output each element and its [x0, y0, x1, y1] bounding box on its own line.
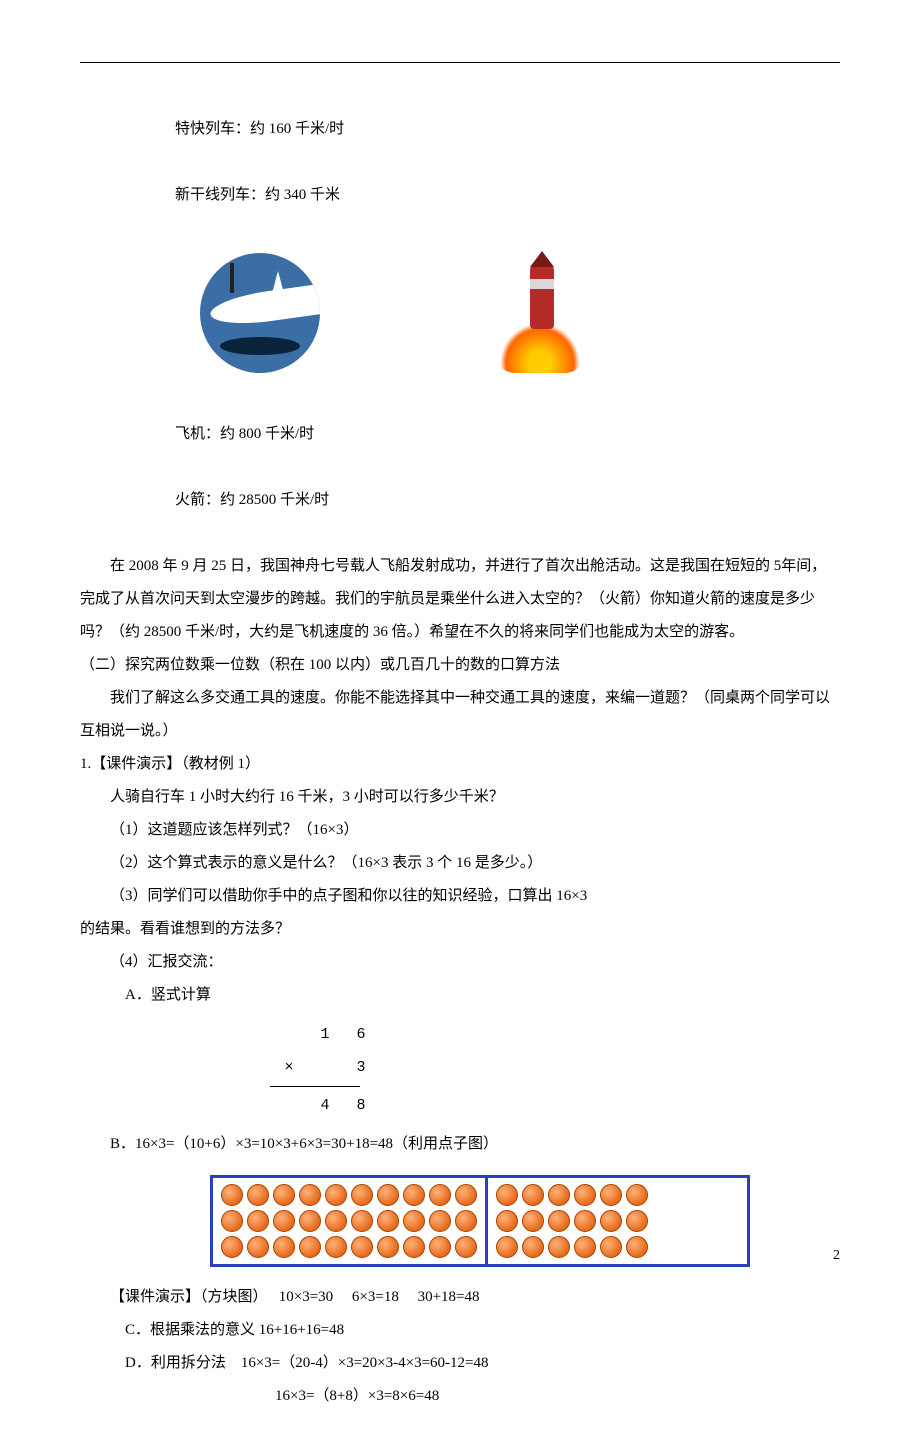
- vcell: 6: [352, 1018, 370, 1051]
- method-b: B．16×3=（10+6）×3=10×3+6×3=30+18=48（利用点子图）: [80, 1128, 840, 1161]
- dot: [221, 1236, 243, 1258]
- dot: [626, 1236, 648, 1258]
- dot-row: [496, 1210, 648, 1232]
- dot: [351, 1210, 373, 1232]
- dot-row: [221, 1210, 477, 1232]
- dot-row: [496, 1236, 648, 1258]
- dot: [247, 1236, 269, 1258]
- dot: [247, 1184, 269, 1206]
- dot: [273, 1236, 295, 1258]
- dot: [403, 1184, 425, 1206]
- dot: [574, 1210, 596, 1232]
- courseware-demo-line: 【课件演示】（方块图） 10×3=30 6×3=18 30+18=48: [80, 1281, 840, 1314]
- paragraph-edit-question: 我们了解这么多交通工具的速度。你能不能选择其中一种交通工具的速度，来编一道题？（…: [80, 682, 840, 748]
- method-a-label: A．竖式计算: [80, 979, 840, 1012]
- rocket-icon: [480, 253, 600, 373]
- dot: [455, 1236, 477, 1258]
- question-1: （1）这道题应该怎样列式？（16×3）: [80, 814, 840, 847]
- dot: [299, 1210, 321, 1232]
- vcell: 3: [352, 1051, 370, 1084]
- dot: [247, 1210, 269, 1232]
- method-d-line2: 16×3=（8+8）×3=8×6=48: [80, 1380, 840, 1413]
- dot: [325, 1210, 347, 1232]
- word-problem: 人骑自行车 1 小时大约行 16 千米，3 小时可以行多少千米？: [80, 781, 840, 814]
- dot: [496, 1236, 518, 1258]
- vcell: 8: [352, 1089, 370, 1122]
- rocket-label: 火箭：约 28500 千米/时: [175, 492, 329, 508]
- dot: [548, 1236, 570, 1258]
- dot: [455, 1210, 477, 1232]
- express-train-label: 特快列车：约 160 千米/时: [175, 121, 344, 137]
- vertical-rule: [270, 1086, 360, 1087]
- dot: [600, 1184, 622, 1206]
- dot-group-right: [488, 1178, 656, 1264]
- plane-label: 飞机：约 800 千米/时: [175, 426, 314, 442]
- question-3-cont: 的结果。看看谁想到的方法多？: [80, 913, 840, 946]
- dot: [496, 1210, 518, 1232]
- top-labels-row: 特快列车：约 160 千米/时 新干线列车：约 340 千米: [80, 80, 840, 245]
- dot-row: [496, 1184, 648, 1206]
- dot: [600, 1210, 622, 1232]
- dot: [600, 1236, 622, 1258]
- paragraph-shenzhou: 在 2008 年 9 月 25 日，我国神舟七号载人飞船发射成功，并进行了首次出…: [80, 550, 840, 649]
- vcell: [316, 1051, 334, 1084]
- dot: [548, 1184, 570, 1206]
- dot-array-diagram: [210, 1175, 750, 1267]
- dot: [325, 1184, 347, 1206]
- dot: [221, 1184, 243, 1206]
- vcell: [280, 1089, 298, 1122]
- dot: [429, 1236, 451, 1258]
- vcell: 1: [316, 1018, 334, 1051]
- vehicle-images-row: [80, 253, 840, 373]
- dot: [377, 1210, 399, 1232]
- dot: [377, 1184, 399, 1206]
- dot: [574, 1184, 596, 1206]
- dot: [299, 1236, 321, 1258]
- question-2: （2）这个算式表示的意义是什么？（16×3 表示 3 个 16 是多少。）: [80, 847, 840, 880]
- dot: [403, 1210, 425, 1232]
- section-2-title: （二）探究两位数乘一位数（积在 100 以内）或几百几十的数的口算方法: [80, 649, 840, 682]
- dot: [403, 1236, 425, 1258]
- vertical-calculation: 1 6 × 3 4 8: [280, 1018, 840, 1122]
- dot: [351, 1236, 373, 1258]
- dot: [325, 1236, 347, 1258]
- page-number: 2: [833, 1241, 840, 1272]
- dot: [377, 1236, 399, 1258]
- dot: [455, 1184, 477, 1206]
- method-c: C．根据乘法的意义 16+16+16=48: [80, 1314, 840, 1347]
- header-rule: [80, 62, 840, 63]
- vcell: 4: [316, 1089, 334, 1122]
- dot: [351, 1184, 373, 1206]
- dot: [574, 1236, 596, 1258]
- dot: [626, 1210, 648, 1232]
- question-4: （4）汇报交流：: [80, 946, 840, 979]
- dot: [522, 1210, 544, 1232]
- method-d: D．利用拆分法 16×3=（20-4）×3=20×3-4×3=60-12=48: [80, 1347, 840, 1380]
- dot-row: [221, 1236, 477, 1258]
- dot: [299, 1184, 321, 1206]
- dot: [429, 1210, 451, 1232]
- question-3: （3）同学们可以借助你手中的点子图和你以往的知识经验，口算出 16×3: [80, 880, 840, 913]
- dot: [496, 1184, 518, 1206]
- dot-row: [221, 1184, 477, 1206]
- courseware-demo-title: 1.【课件演示】（教材例 1）: [80, 748, 840, 781]
- vcell: [280, 1018, 298, 1051]
- dot: [522, 1184, 544, 1206]
- dot-group-left: [213, 1178, 488, 1264]
- dot: [221, 1210, 243, 1232]
- dot: [273, 1184, 295, 1206]
- airplane-icon: [200, 253, 320, 373]
- shinkansen-label: 新干线列车：约 340 千米: [175, 187, 340, 203]
- vcell: ×: [280, 1051, 298, 1084]
- page-content: 特快列车：约 160 千米/时 新干线列车：约 340 千米 飞机：约 800 …: [0, 0, 920, 1453]
- bottom-labels-row: 飞机：约 800 千米/时 火箭：约 28500 千米/时: [80, 385, 840, 550]
- dot: [522, 1236, 544, 1258]
- dot: [429, 1184, 451, 1206]
- dot: [273, 1210, 295, 1232]
- dot: [548, 1210, 570, 1232]
- dot: [626, 1184, 648, 1206]
